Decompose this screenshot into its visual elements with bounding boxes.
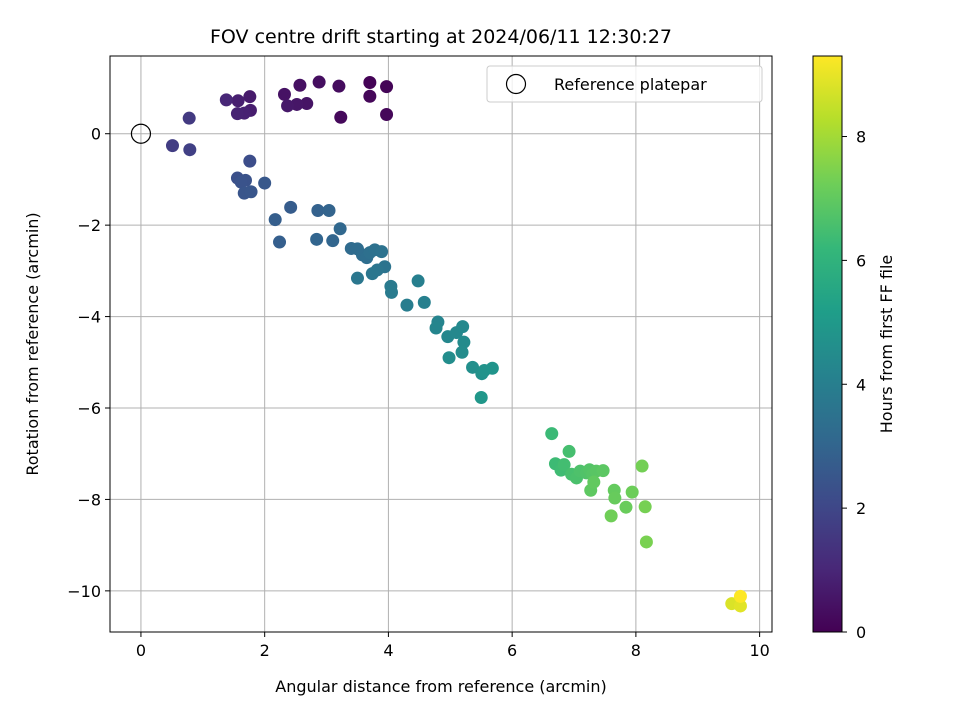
data-point xyxy=(380,108,394,122)
data-point xyxy=(334,110,348,124)
y-tick-label: −4 xyxy=(77,308,101,327)
data-point xyxy=(380,80,394,94)
colorbar-tick-label: 0 xyxy=(856,623,866,642)
colorbar-tick-label: 6 xyxy=(856,251,866,270)
data-point xyxy=(365,267,379,281)
data-point xyxy=(244,185,258,199)
data-point xyxy=(545,427,559,441)
data-point xyxy=(557,458,571,472)
reference-point-marker xyxy=(130,123,152,144)
data-point xyxy=(258,176,272,190)
data-point xyxy=(332,79,346,93)
chart-title: FOV centre drift starting at 2024/06/11 … xyxy=(210,26,672,48)
data-point xyxy=(231,94,245,108)
x-tick-label: 4 xyxy=(383,641,393,660)
data-point xyxy=(243,154,257,168)
data-point xyxy=(363,76,377,90)
data-point xyxy=(639,535,653,549)
data-point xyxy=(385,285,399,299)
colorbar-tick-label: 8 xyxy=(856,128,866,147)
data-point xyxy=(474,390,488,404)
legend-entry-reference-platepar: Reference platepar xyxy=(554,75,707,94)
y-axis-label: Rotation from reference (arcmin) xyxy=(23,212,42,475)
y-tick-label: 0 xyxy=(91,125,101,144)
data-point xyxy=(442,351,456,365)
data-point xyxy=(457,335,471,349)
y-tick-label: −2 xyxy=(77,216,101,235)
data-point xyxy=(183,143,197,157)
grid xyxy=(110,56,772,632)
data-point xyxy=(311,204,325,218)
data-point xyxy=(562,444,576,458)
data-point xyxy=(733,589,747,603)
data-point xyxy=(638,500,652,514)
data-point xyxy=(400,298,414,312)
data-point xyxy=(281,99,295,113)
data-point xyxy=(310,232,324,246)
data-point xyxy=(326,234,340,248)
data-point xyxy=(456,320,470,334)
data-point xyxy=(375,245,389,259)
data-point xyxy=(733,599,747,613)
colorbar xyxy=(812,55,843,633)
data-point xyxy=(455,345,469,359)
data-point xyxy=(608,491,622,505)
data-point xyxy=(604,509,618,523)
data-point xyxy=(230,107,244,121)
y-tick-label: −10 xyxy=(67,582,101,601)
data-point xyxy=(165,139,179,153)
data-point xyxy=(312,75,326,89)
x-tick-label: 8 xyxy=(631,641,641,660)
data-point xyxy=(625,485,639,499)
x-tick-label: 10 xyxy=(749,641,769,660)
x-axis-label: Angular distance from reference (arcmin) xyxy=(275,677,606,696)
data-point xyxy=(284,200,298,214)
plot-frame xyxy=(109,55,773,633)
data-point xyxy=(333,222,347,236)
data-point xyxy=(234,175,248,189)
data-point xyxy=(182,111,196,125)
data-point xyxy=(429,321,443,335)
data-point xyxy=(273,235,287,249)
data-point xyxy=(587,475,601,489)
data-point xyxy=(635,459,649,473)
data-point xyxy=(293,78,307,92)
data-point xyxy=(485,361,499,375)
legend: Reference platepar xyxy=(486,65,763,103)
colorbar-tick-label: 4 xyxy=(856,375,866,394)
data-point xyxy=(466,360,480,374)
data-point xyxy=(322,204,336,218)
data-point xyxy=(411,274,425,288)
colorbar-tick-label: 2 xyxy=(856,499,866,518)
reference-point xyxy=(130,123,152,144)
data-point xyxy=(363,89,377,103)
data-point xyxy=(417,295,431,309)
colorbar-ticks: 0 2 4 6 8 xyxy=(842,128,866,642)
x-tick-label: 6 xyxy=(507,641,517,660)
data-point xyxy=(350,271,364,285)
data-point xyxy=(300,97,314,111)
data-points xyxy=(165,75,747,613)
x-tick-label: 0 xyxy=(136,641,146,660)
x-tick-label: 2 xyxy=(260,641,270,660)
y-tick-label: −8 xyxy=(77,490,101,509)
data-point xyxy=(219,93,233,107)
y-axis-ticks: −10 −8 −6 −4 −2 0 xyxy=(67,125,110,601)
data-point xyxy=(596,464,610,478)
y-tick-label: −6 xyxy=(77,399,101,418)
data-point xyxy=(243,90,257,104)
x-axis-ticks: 0 2 4 6 8 10 xyxy=(136,632,770,660)
data-point xyxy=(277,87,291,101)
data-point xyxy=(268,213,282,227)
legend-box xyxy=(486,65,763,103)
colorbar-label: Hours from first FF file xyxy=(877,255,896,434)
data-point xyxy=(619,500,633,514)
legend-marker-circle xyxy=(505,73,527,95)
